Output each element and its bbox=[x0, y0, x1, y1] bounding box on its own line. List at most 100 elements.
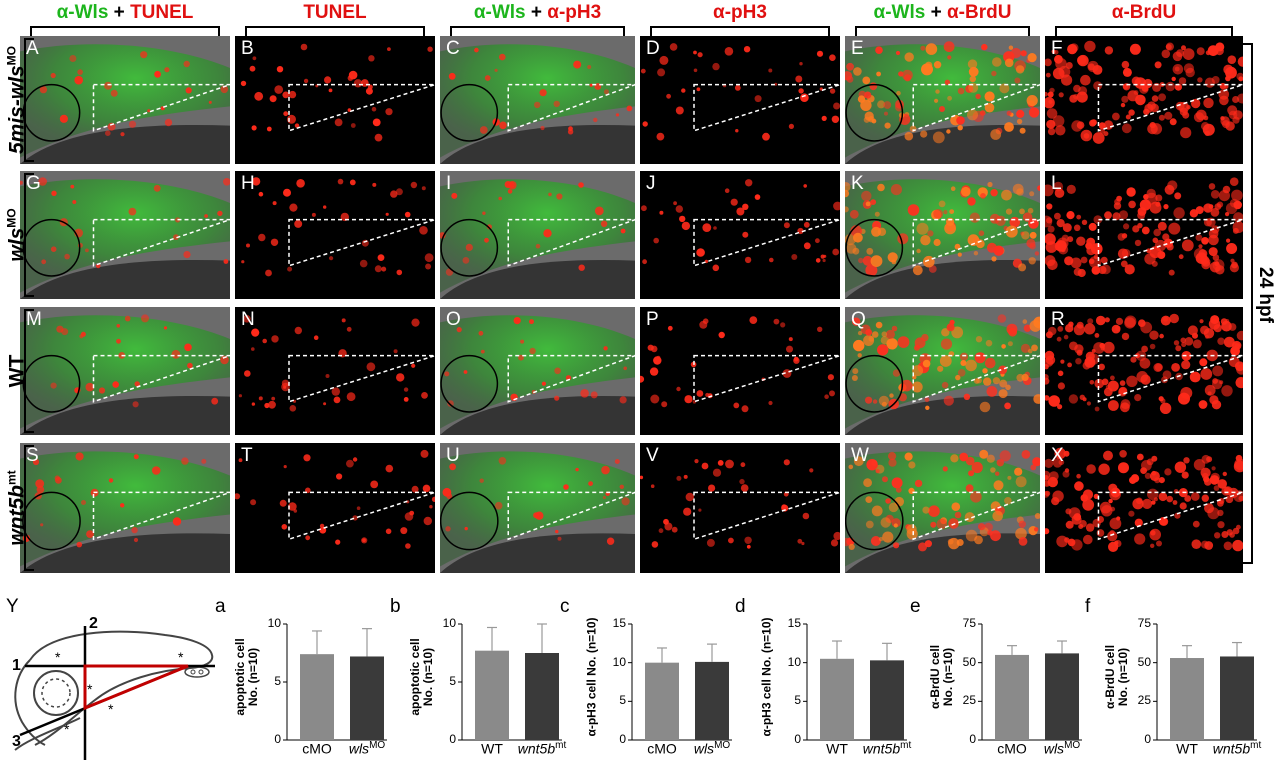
micrograph-panel: E bbox=[845, 36, 1040, 164]
bar bbox=[995, 654, 1029, 740]
category-superscript: MO bbox=[369, 740, 386, 751]
x-category-label: wlsMO bbox=[337, 740, 397, 757]
column-header-2: TUNEL bbox=[235, 2, 435, 36]
bar bbox=[1220, 656, 1254, 740]
micrograph-panel: W bbox=[845, 443, 1040, 573]
micrograph-image bbox=[20, 36, 230, 164]
x-category-label: WT bbox=[807, 740, 867, 757]
y-tick-label: 5 bbox=[794, 693, 801, 708]
panel-letter: T bbox=[241, 445, 253, 466]
y-tick-label: 10 bbox=[612, 654, 626, 669]
y-tick-label: 0 bbox=[274, 732, 281, 746]
panel-letter: Q bbox=[851, 309, 866, 330]
category-text: cMO bbox=[997, 740, 1027, 757]
panel-letter: M bbox=[26, 309, 42, 330]
bar bbox=[870, 660, 904, 740]
micrograph-panel: O bbox=[440, 307, 635, 435]
row-bracket bbox=[24, 38, 34, 162]
panel-letter: I bbox=[446, 173, 452, 194]
timepoint-label: 24 hpf bbox=[1255, 267, 1276, 323]
panel-letter: X bbox=[1051, 445, 1064, 466]
chart-plot bbox=[628, 623, 732, 741]
bar-chart-f: f α-BrdU cell No. (n=10) 0 25 50 75 WT wnt5bmt bbox=[1085, 596, 1280, 762]
micrograph-panel: S bbox=[20, 443, 230, 573]
micrograph-image bbox=[235, 307, 435, 435]
y-tick-label: 75 bbox=[1137, 616, 1151, 630]
column-header-text: α-Wls bbox=[56, 2, 109, 23]
bar-chart-c: c α-pH3 cell No. (n=10) 0 5 10 15 cMO wlsMO bbox=[560, 596, 760, 762]
micrograph-image bbox=[1045, 171, 1243, 299]
bar bbox=[645, 662, 679, 740]
y-tick-label: 0 bbox=[794, 732, 801, 746]
schematic-label: Y bbox=[6, 596, 19, 617]
category-superscript: mt bbox=[555, 740, 567, 751]
panel-letter: C bbox=[446, 38, 460, 59]
panel-letter: P bbox=[646, 309, 659, 330]
panel-letter: K bbox=[851, 173, 864, 194]
chart-panel-letter: b bbox=[390, 596, 401, 617]
micrograph-image bbox=[440, 36, 635, 164]
row-label-superscript: mt bbox=[4, 470, 19, 485]
timepoint-bracket bbox=[1243, 43, 1253, 564]
column-header-text: + bbox=[525, 2, 548, 23]
chart-panel-letter: f bbox=[1085, 596, 1091, 617]
column-header-text: α-Wls bbox=[873, 2, 926, 23]
category-superscript: mt bbox=[1250, 740, 1262, 751]
chart-plot bbox=[803, 623, 907, 741]
y-tick-label: 0 bbox=[969, 732, 976, 746]
micrograph-panel: N bbox=[235, 307, 435, 435]
x-category-label: cMO bbox=[632, 740, 692, 757]
column-header-text: α-BrdU bbox=[1111, 2, 1177, 23]
column-header-6: α-BrdU bbox=[1045, 2, 1243, 36]
x-category-label: cMO bbox=[287, 740, 347, 757]
micrograph-image bbox=[1045, 443, 1243, 573]
panel-letter: F bbox=[1051, 38, 1063, 59]
column-header-text: α-BrdU bbox=[947, 2, 1012, 23]
micrograph-image bbox=[235, 36, 435, 164]
x-category-label: wlsMO bbox=[682, 740, 742, 757]
micrograph-panel: D bbox=[640, 36, 840, 164]
y-tick-label: 0 bbox=[1144, 732, 1151, 746]
y-tick-label: 25 bbox=[962, 693, 976, 708]
y-tick-label: 10 bbox=[787, 654, 801, 669]
micrograph-image bbox=[235, 443, 435, 573]
micrograph-panel: U bbox=[440, 443, 635, 573]
bar-chart-d: d α-pH3 cell No. (n=10) 0 5 10 15 WT wnt5bmt bbox=[735, 596, 935, 762]
column-header-1: α-Wls + TUNEL bbox=[20, 2, 230, 36]
y-tick-label: 0 bbox=[619, 732, 626, 746]
y-tick-label: 75 bbox=[962, 616, 976, 630]
panel-letter: S bbox=[26, 445, 39, 466]
micrograph-panel: B bbox=[235, 36, 435, 164]
x-category-label: cMO bbox=[982, 740, 1042, 757]
column-bracket bbox=[650, 26, 830, 36]
row-bracket bbox=[24, 309, 34, 433]
micrograph-image bbox=[845, 171, 1040, 299]
bar bbox=[820, 658, 854, 740]
micrograph-panel: Q bbox=[845, 307, 1040, 435]
micrograph-image bbox=[845, 443, 1040, 573]
bar-chart-b: b apoptotic cell No. (n=10) 0 5 10 WT wnt5bmt bbox=[390, 596, 590, 762]
bar bbox=[350, 656, 384, 740]
schematic-star: * bbox=[108, 701, 114, 717]
micrograph-panel: X bbox=[1045, 443, 1243, 573]
y-tick-label: 50 bbox=[1137, 654, 1151, 669]
chart-plot bbox=[458, 623, 562, 741]
schematic-line-3: 3 bbox=[12, 733, 21, 750]
category-text: wnt5b bbox=[517, 740, 556, 757]
micrograph-panel: I bbox=[440, 171, 635, 299]
category-text: WT bbox=[481, 740, 503, 757]
x-category-label: wnt5bmt bbox=[1207, 740, 1267, 757]
y-tick-label: 5 bbox=[619, 693, 626, 708]
bar bbox=[695, 661, 729, 740]
schematic-line-1: 1 bbox=[12, 657, 21, 674]
column-bracket bbox=[245, 26, 425, 36]
panel-letter: H bbox=[241, 173, 255, 194]
column-bracket bbox=[30, 26, 220, 36]
panel-letter: J bbox=[646, 173, 656, 194]
chart-panel-letter: c bbox=[560, 596, 570, 617]
bar bbox=[1045, 653, 1079, 740]
micrograph-image bbox=[1045, 36, 1243, 164]
panel-letter: U bbox=[446, 445, 460, 466]
micrograph-panel: R bbox=[1045, 307, 1243, 435]
panel-letter: R bbox=[1051, 309, 1065, 330]
